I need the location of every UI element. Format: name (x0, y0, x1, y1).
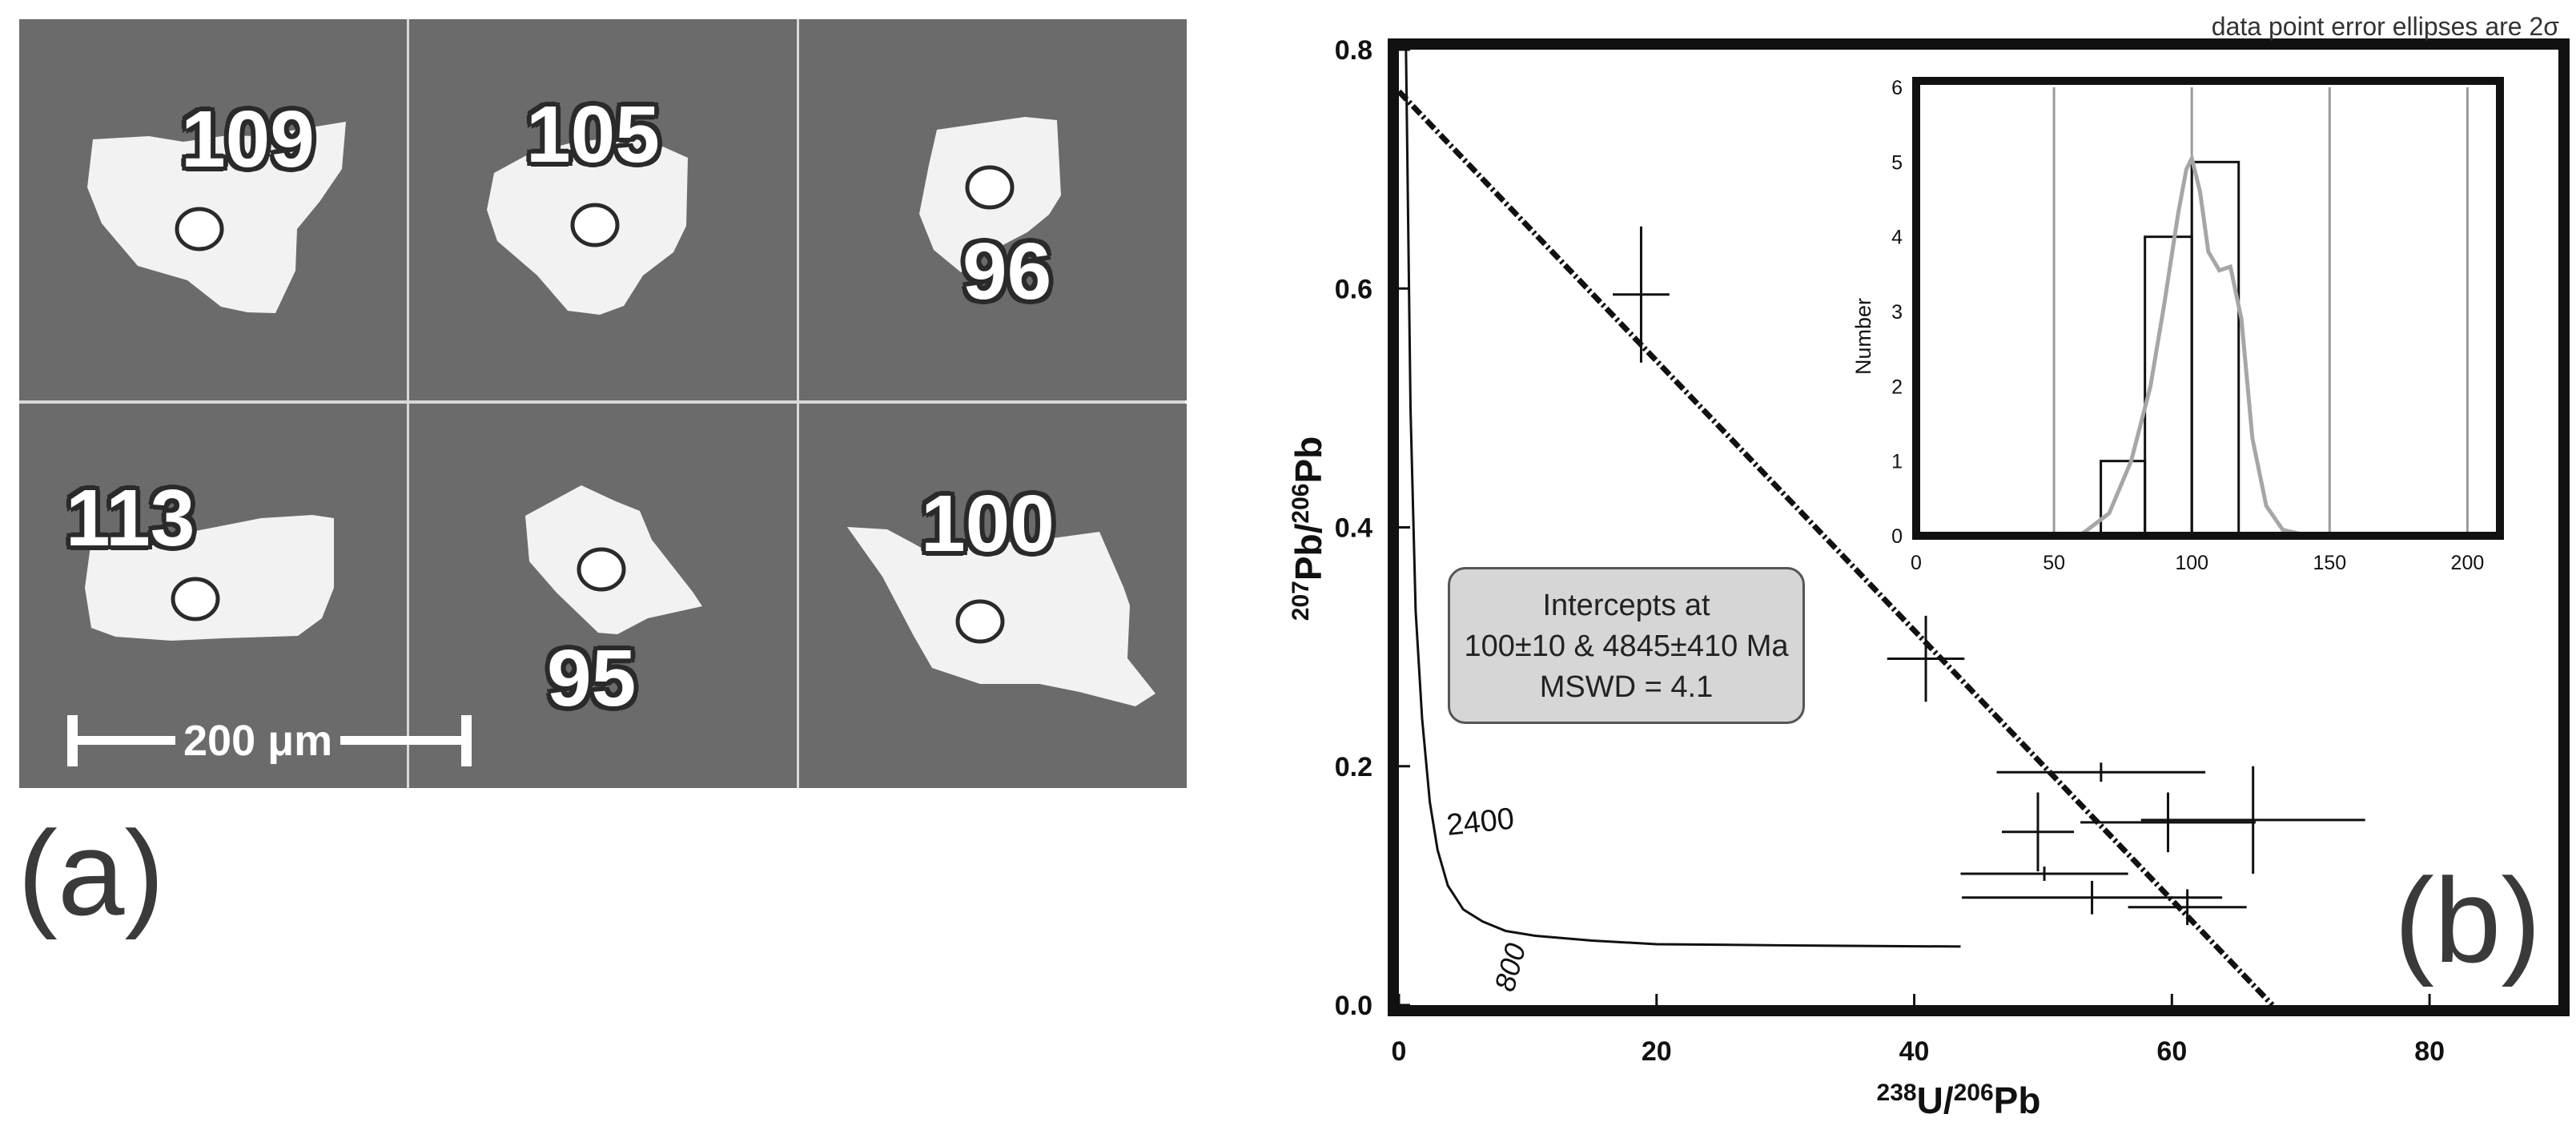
discordia-line (1397, 89, 2275, 1007)
grain-age-label: 109 (181, 95, 315, 184)
grain-image-cell: 95 (409, 404, 797, 788)
concordia-label-800: 800 (1488, 939, 1532, 995)
analysis-spot (965, 165, 1015, 210)
inset-y-tick-label: 5 (1891, 151, 1903, 174)
panel-b-label: (b) (2394, 853, 2541, 987)
analysis-spot (955, 599, 1005, 644)
grain-age-label: 95 (547, 633, 637, 723)
grain-shape (847, 527, 1155, 706)
intercepts-line: MSWD = 4.1 (1539, 670, 1714, 704)
grain-shape (919, 117, 1061, 272)
grain-image-cell: 96 (799, 19, 1187, 400)
inset-x-tick-label: 200 (2451, 552, 2485, 574)
inset-background (1916, 81, 2500, 536)
intercepts-line: Intercepts at (1542, 589, 1710, 622)
x-tick-label: 20 (1642, 1036, 1672, 1067)
y-tick-label: 0.4 (1335, 513, 1372, 544)
main-axes: 0 20 40 60 800.00.20.40.60.8238U/206Pb207Pb/… (1288, 35, 2445, 1121)
grain-shape (87, 122, 346, 313)
grain-shape (487, 136, 688, 315)
grain-shape (525, 485, 702, 634)
grain-age-label: 96 (962, 227, 1052, 316)
x-tick-label: 40 (1899, 1036, 1930, 1067)
concordia-curve (1405, 49, 1961, 948)
inset-frame (1912, 77, 2504, 540)
inset-x-tick-label: 50 (2043, 552, 2065, 574)
inset-x-tick-label: 0 (1911, 552, 1922, 574)
inset-y-tick-label: 4 (1891, 227, 1903, 249)
x-tick-label: 60 (2156, 1036, 2187, 1067)
grain-image-cell: 109 (19, 19, 407, 400)
y-tick-label: 0.6 (1335, 274, 1372, 304)
inset-y-tick-label: 1 (1891, 451, 1903, 473)
error-ellipse-note: data point error ellipses are 2σ (2212, 12, 2559, 41)
panel-a-label: (a) (18, 806, 165, 940)
analysis-spot (171, 577, 220, 621)
inset-y-tick-label: 2 (1891, 376, 1903, 398)
inset-y-tick-label: 6 (1891, 77, 1903, 99)
sem-image-grid: 109 105 96 113 95 100 (19, 19, 1187, 788)
intercepts-line: 100±10 & 4845±410 Ma (1464, 629, 1789, 663)
grain-age-label: 100 (921, 479, 1055, 569)
grain-age-label: 113 (66, 473, 195, 563)
scale-bar-label: 200 μm (175, 717, 341, 765)
grain-age-label: 105 (526, 90, 660, 179)
x-tick-label: 0 (1392, 1036, 1407, 1067)
analysis-spot (175, 207, 224, 251)
x-axis-label: 238U/206Pb (1877, 1080, 2041, 1122)
y-tick-label: 0.2 (1335, 752, 1372, 782)
inset-y-tick-label: 3 (1891, 301, 1903, 324)
inset-y-axis-label: Number (1851, 298, 1875, 375)
plot-frame (1388, 38, 2570, 1016)
probability-density-curve (1916, 152, 2380, 538)
y-tick-label: 0.8 (1335, 35, 1372, 66)
inset-y-tick-label: 0 (1891, 525, 1903, 548)
x-tick-label: 80 (2414, 1036, 2445, 1067)
inset-histogram: 0 50 100 150 200 0 1 2 3 4 5 6 Number (1851, 77, 2504, 574)
analysis-spot (577, 547, 626, 592)
analysis-spot (570, 203, 620, 247)
scale-bar: 200 μm (67, 715, 472, 766)
grain-shape (85, 515, 334, 641)
y-axis-label: 207Pb/206Pb (1288, 436, 1330, 621)
concordia-label-2400: 2400 (1445, 802, 1516, 843)
inset-x-tick-label: 100 (2175, 552, 2208, 574)
y-tick-label: 0.0 (1335, 991, 1372, 1021)
grain-image-cell: 100 (799, 404, 1187, 788)
grain-image-cell: 105 (409, 19, 797, 400)
inset-x-tick-label: 150 (2313, 552, 2346, 574)
intercepts-box: Intercepts at 100±10 & 4845±410 Ma MSWD … (1448, 567, 1805, 724)
